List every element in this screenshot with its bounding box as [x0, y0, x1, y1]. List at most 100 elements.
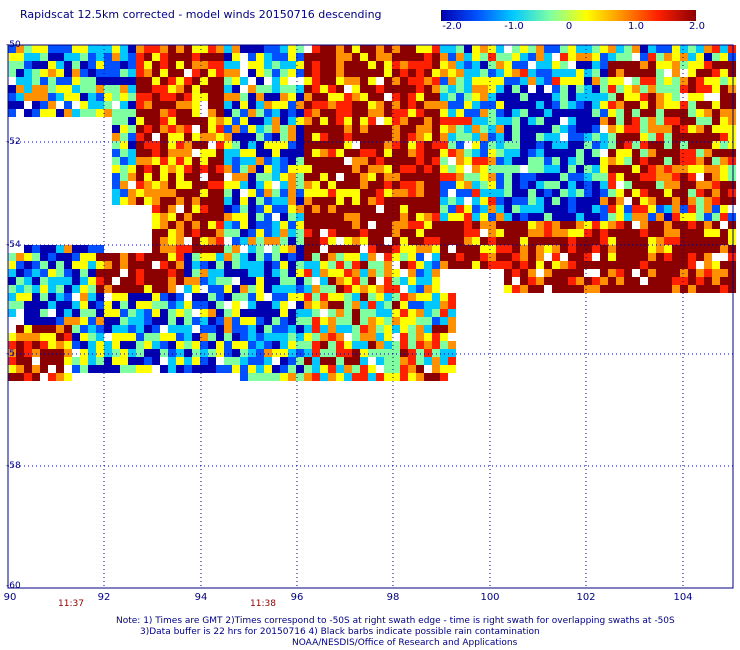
- wind-cell: [728, 285, 736, 293]
- wind-cell: [600, 141, 608, 149]
- wind-cell: [352, 133, 360, 141]
- wind-cell: [192, 349, 200, 357]
- wind-cell: [304, 101, 312, 109]
- wind-cell: [568, 245, 576, 253]
- wind-cell: [440, 205, 448, 213]
- wind-cell: [432, 237, 440, 245]
- wind-cell: [392, 141, 400, 149]
- wind-cell: [640, 157, 648, 165]
- wind-cell: [336, 101, 344, 109]
- wind-cell: [184, 365, 192, 373]
- wind-cell: [408, 309, 416, 317]
- wind-cell: [496, 117, 504, 125]
- wind-cell: [232, 133, 240, 141]
- wind-cell: [120, 77, 128, 85]
- wind-cell: [360, 325, 368, 333]
- wind-cell: [80, 309, 88, 317]
- wind-cell: [520, 45, 528, 53]
- wind-cell: [392, 229, 400, 237]
- wind-cell: [440, 165, 448, 173]
- wind-cell: [472, 77, 480, 85]
- wind-cell: [16, 277, 24, 285]
- wind-cell: [728, 125, 736, 133]
- wind-cell: [216, 125, 224, 133]
- wind-cell: [400, 221, 408, 229]
- wind-cell: [168, 357, 176, 365]
- wind-cell: [424, 149, 432, 157]
- wind-cell: [16, 261, 24, 269]
- wind-cell: [424, 317, 432, 325]
- wind-cell: [312, 93, 320, 101]
- wind-cell: [144, 141, 152, 149]
- note-line-3: NOAA/NESDIS/Office of Research and Appli…: [292, 638, 518, 648]
- wind-cell: [512, 117, 520, 125]
- wind-cell: [40, 349, 48, 357]
- wind-cell: [560, 61, 568, 69]
- wind-cell: [344, 69, 352, 77]
- wind-cell: [176, 61, 184, 69]
- wind-cell: [112, 125, 120, 133]
- wind-cell: [512, 253, 520, 261]
- wind-cell: [616, 285, 624, 293]
- wind-cell: [696, 69, 704, 77]
- wind-cell: [648, 197, 656, 205]
- wind-cell: [128, 85, 136, 93]
- wind-cell: [80, 45, 88, 53]
- wind-cell: [632, 285, 640, 293]
- wind-cell: [528, 189, 536, 197]
- wind-cell: [408, 157, 416, 165]
- wind-cell: [360, 333, 368, 341]
- wind-cell: [504, 77, 512, 85]
- wind-cell: [704, 157, 712, 165]
- wind-cell: [248, 173, 256, 181]
- wind-cell: [64, 285, 72, 293]
- wind-cell: [552, 197, 560, 205]
- wind-cell: [456, 245, 464, 253]
- wind-cell: [384, 189, 392, 197]
- wind-cell: [688, 253, 696, 261]
- wind-cell: [152, 357, 160, 365]
- wind-cell: [544, 117, 552, 125]
- wind-cell: [408, 45, 416, 53]
- wind-cell: [328, 133, 336, 141]
- wind-cell: [696, 221, 704, 229]
- wind-cell: [176, 333, 184, 341]
- wind-cell: [704, 253, 712, 261]
- wind-cell: [696, 253, 704, 261]
- wind-cell: [288, 61, 296, 69]
- wind-cell: [560, 141, 568, 149]
- wind-cell: [472, 173, 480, 181]
- wind-cell: [616, 69, 624, 77]
- wind-cell: [536, 237, 544, 245]
- wind-cell: [640, 261, 648, 269]
- wind-cell: [520, 205, 528, 213]
- wind-cell: [328, 325, 336, 333]
- wind-cell: [608, 53, 616, 61]
- wind-cell: [96, 101, 104, 109]
- wind-cell: [456, 93, 464, 101]
- wind-cell: [128, 117, 136, 125]
- wind-cell: [360, 141, 368, 149]
- wind-cell: [376, 261, 384, 269]
- wind-cell: [344, 77, 352, 85]
- wind-cell: [344, 141, 352, 149]
- wind-cell: [656, 69, 664, 77]
- wind-cell: [648, 109, 656, 117]
- wind-cell: [232, 53, 240, 61]
- wind-cell: [232, 61, 240, 69]
- wind-cell: [688, 141, 696, 149]
- wind-cell: [688, 173, 696, 181]
- wind-cell: [408, 341, 416, 349]
- wind-cell: [552, 125, 560, 133]
- wind-cell: [456, 221, 464, 229]
- wind-cell: [464, 93, 472, 101]
- wind-cell: [160, 293, 168, 301]
- wind-cell: [176, 261, 184, 269]
- wind-cell: [152, 341, 160, 349]
- wind-cell: [440, 253, 448, 261]
- wind-cell: [360, 93, 368, 101]
- wind-cell: [664, 189, 672, 197]
- wind-cell: [72, 333, 80, 341]
- wind-cell: [248, 93, 256, 101]
- wind-cell: [216, 189, 224, 197]
